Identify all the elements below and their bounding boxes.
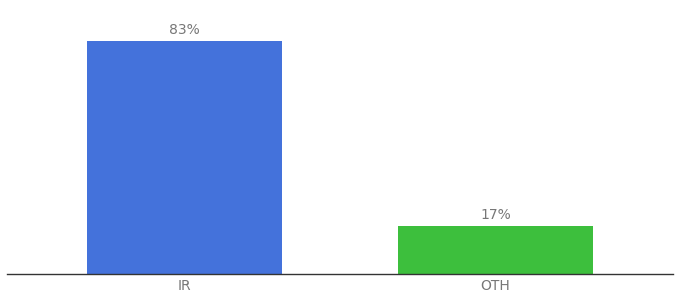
Text: 17%: 17% [480,208,511,222]
Text: 83%: 83% [169,23,200,37]
Bar [87,40,282,274]
Bar [398,226,593,274]
